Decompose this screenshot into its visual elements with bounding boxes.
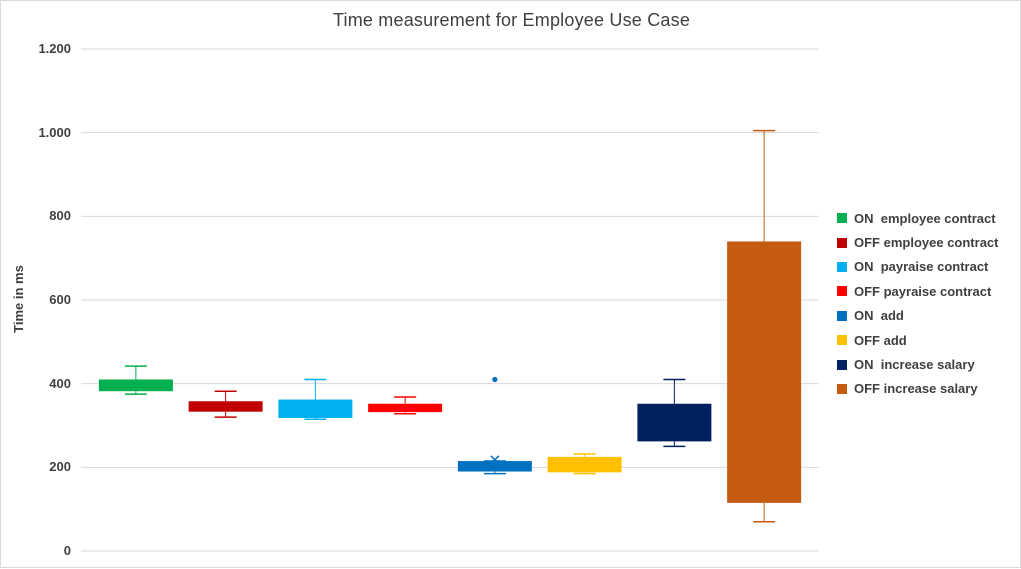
- legend-item: ON payraise contract: [837, 255, 1017, 279]
- legend-swatch: [837, 213, 847, 224]
- y-tick-label: 1.200: [38, 41, 71, 56]
- box: [547, 456, 622, 473]
- legend-label: ON increase salary: [854, 357, 975, 373]
- legend-swatch: [837, 335, 847, 346]
- legend-item: OFF increase salary: [837, 377, 1017, 401]
- legend-item: OFF employee contract: [837, 230, 1017, 254]
- box: [637, 403, 712, 442]
- box: [98, 379, 173, 392]
- box: [727, 241, 802, 503]
- chart-title: Time measurement for Employee Use Case: [332, 10, 691, 30]
- legend-item: ON add: [837, 304, 1017, 328]
- box: [188, 401, 263, 412]
- mean-marker: [490, 455, 500, 465]
- y-tick-label: 200: [49, 459, 71, 475]
- legend: ON employee contract OFF employee contrac…: [837, 206, 1017, 401]
- legend-label: OFF increase salary: [854, 381, 978, 397]
- y-tick-label: 400: [49, 375, 71, 391]
- legend-label: ON payraise contract: [854, 259, 989, 275]
- legend-swatch: [837, 383, 847, 394]
- y-tick-label: 600: [49, 292, 71, 307]
- box: [368, 403, 443, 413]
- y-tick-label: 1.000: [38, 124, 71, 140]
- legend-swatch: [837, 359, 847, 370]
- legend-label: OFF employee contract: [854, 235, 999, 251]
- box: [278, 399, 353, 418]
- legend-label: OFF payraise contract: [854, 283, 992, 299]
- legend-label: OFF add: [854, 332, 907, 348]
- legend-swatch: [837, 261, 847, 272]
- legend-item: OFF payraise contract: [837, 279, 1017, 303]
- y-tick-label: 0: [63, 543, 71, 558]
- legend-label: ON add: [854, 308, 904, 324]
- legend-swatch: [837, 237, 847, 248]
- legend-swatch: [837, 310, 847, 321]
- outlier-point: [492, 376, 498, 383]
- legend-swatch: [837, 286, 847, 297]
- box: [457, 461, 532, 472]
- legend-label: ON employee contract: [854, 210, 996, 226]
- legend-item: ON increase salary: [837, 352, 1017, 376]
- legend-item: ON employee contract: [837, 206, 1017, 230]
- legend-item: OFF add: [837, 328, 1017, 352]
- y-tick-label: 800: [49, 208, 71, 224]
